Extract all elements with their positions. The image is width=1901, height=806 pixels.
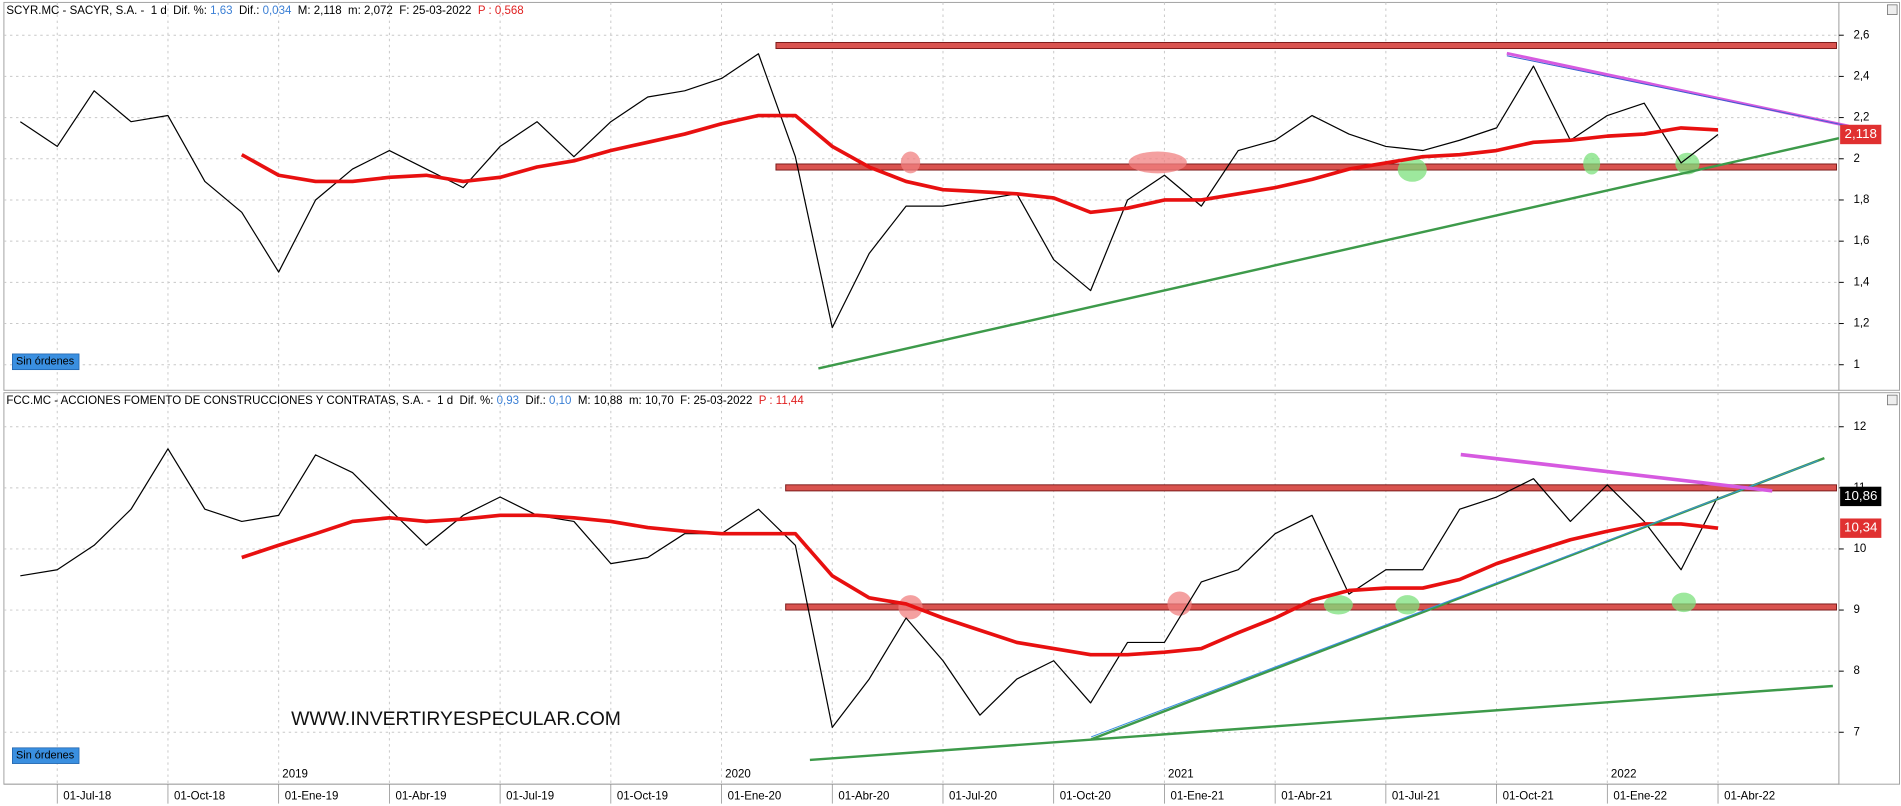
y-tick-label: 1,8 [1853, 194, 1869, 206]
y-tick-label: 7 [1853, 726, 1859, 738]
price-badge-label: 2,118 [1845, 126, 1877, 141]
x-tick-label: 01-Jul-19 [506, 790, 554, 802]
moving-average-line [240, 113, 1719, 215]
highlight [1397, 157, 1427, 182]
x-tick-label: 01-Jul-21 [1392, 790, 1440, 802]
trend-line [1506, 55, 1849, 127]
y-tick-label: 1,2 [1853, 318, 1869, 330]
header-segment: 0,93 [497, 395, 519, 407]
x-tick-label: 01-Jul-20 [949, 790, 997, 802]
trend-line [818, 136, 1840, 370]
header-segment: Dif.: [233, 5, 263, 17]
price-badge [1840, 124, 1882, 145]
year-label: 2019 [282, 769, 308, 781]
header-segment: 1,63 [210, 5, 232, 17]
header-segment: Dif.: [519, 395, 549, 407]
price-line [19, 53, 1719, 329]
y-tick-label: 2,2 [1853, 112, 1869, 124]
level-band [775, 163, 1837, 171]
y-tick-label: 8 [1853, 665, 1859, 677]
highlight [1167, 591, 1192, 616]
price-badge-label: 10,86 [1844, 488, 1877, 503]
x-tick-label: 01-Ene-19 [285, 790, 339, 802]
x-tick-label: 01-Ene-20 [728, 790, 782, 802]
highlight [1675, 152, 1700, 175]
y-tick-label: 1,4 [1853, 276, 1870, 288]
y-tick-label: 1 [1853, 359, 1859, 371]
x-tick-label: 01-Abr-21 [1281, 790, 1332, 802]
year-label: 2020 [725, 769, 751, 781]
y-tick-label: 2 [1853, 153, 1859, 165]
price-axis [1838, 1, 1901, 391]
header-segment: P : 11,44 [759, 395, 805, 407]
x-tick-label: 01-Abr-22 [1724, 790, 1775, 802]
x-tick-label: 01-Oct-18 [174, 790, 225, 802]
header-segment: P : 0,568 [478, 5, 524, 17]
chart-header: FCC.MC - ACCIONES FOMENTO DE CONSTRUCCIO… [6, 395, 804, 407]
moving-average-line [241, 513, 1719, 657]
price-badge [1840, 486, 1882, 507]
price-badge-label: 10,34 [1844, 520, 1878, 535]
trend-line [1090, 460, 1819, 738]
orders-button-label[interactable]: Sin órdenes [16, 356, 75, 368]
x-tick-label: 01-Ene-22 [1613, 790, 1667, 802]
y-tick-label: 1,6 [1853, 235, 1869, 247]
trend-line [809, 684, 1833, 762]
highlight [900, 151, 921, 174]
orders-button-label[interactable]: Sin órdenes [16, 750, 75, 762]
price-line [20, 448, 1719, 728]
y-tick-label: 9 [1853, 604, 1859, 616]
y-tick-label: 2,6 [1853, 29, 1869, 41]
header-segment: SCYR.MC - SACYR, S.A. - 1 d Dif. %: [6, 5, 210, 17]
x-tick-label: 01-Ene-21 [1170, 790, 1224, 802]
price-badge [1840, 518, 1882, 538]
plot-frame [3, 1, 1840, 391]
year-label: 2022 [1611, 769, 1637, 781]
plot-frame [3, 392, 1840, 785]
window-button[interactable] [1887, 394, 1898, 406]
y-tick-label: 10 [1853, 543, 1866, 555]
x-tick-label: 01-Oct-21 [1503, 790, 1554, 802]
x-tick-label: 01-Oct-19 [617, 790, 668, 802]
window-button[interactable] [1887, 4, 1898, 15]
level-band [785, 484, 1837, 492]
year-label: 2021 [1168, 769, 1194, 781]
x-tick-label: 01-Oct-20 [1060, 790, 1111, 802]
highlight [1583, 152, 1601, 175]
highlight [1323, 595, 1353, 615]
y-tick-label: 12 [1853, 421, 1866, 433]
highlight [1395, 595, 1420, 615]
highlight [1671, 592, 1696, 613]
x-tick-label: 01-Abr-20 [838, 790, 889, 802]
chart-header: SCYR.MC - SACYR, S.A. - 1 d Dif. %: 1,63… [6, 5, 523, 17]
orders-button[interactable] [12, 747, 80, 764]
trend-line [1460, 452, 1773, 493]
watermark: WWW.INVERTIRYESPECULAR.COM [291, 708, 621, 730]
level-band [775, 41, 1837, 50]
header-segment: M: 10,88 m: 10,70 F: 25-03-2022 [571, 395, 758, 407]
header-segment: FCC.MC - ACCIONES FOMENTO DE CONSTRUCCIO… [6, 395, 496, 407]
level-band [785, 603, 1837, 611]
orders-button[interactable] [12, 353, 80, 371]
x-tick-label: 01-Abr-19 [395, 790, 446, 802]
header-segment: 0,034 [263, 5, 292, 17]
highlight [1128, 151, 1187, 174]
x-tick-label: 01-Jul-18 [63, 790, 111, 802]
header-segment: 0,10 [549, 395, 571, 407]
header-segment: M: 2,118 m: 2,072 F: 25-03-2022 [291, 5, 477, 17]
price-axis [1838, 392, 1901, 785]
y-tick-label: 2,4 [1853, 70, 1870, 82]
